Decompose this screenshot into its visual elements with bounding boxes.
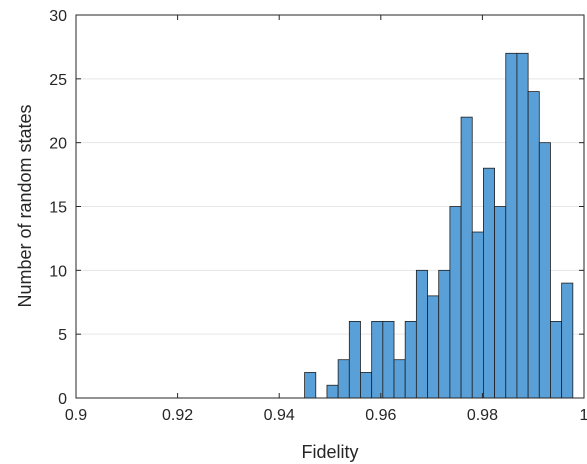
histogram-bar [561,282,574,399]
x-ticks: 0.9 0.92 0.94 0.96 0.98 1 [65,15,587,424]
x-tick-label: 0.9 [65,407,87,424]
histogram-bar [449,206,462,399]
x-tick-label: 0.96 [365,407,396,424]
histogram-bar [538,142,551,399]
y-tick-label: 25 [49,72,67,89]
x-tick-label: 1 [580,407,587,424]
x-axis-title: Fidelity [301,442,358,462]
histogram-bar [427,295,440,399]
histogram-bar [326,384,339,399]
x-tick-label: 0.98 [467,407,498,424]
histogram-bar [438,269,451,399]
histogram-bar [371,320,384,399]
histogram-bar [460,116,473,399]
y-tick-label: 5 [58,327,67,344]
y-axis-title: Number of random states [15,104,35,307]
histogram-bar [404,320,417,399]
x-tick-label: 0.94 [264,407,295,424]
histogram-bar [337,359,350,399]
histogram-bar [516,52,529,399]
x-tick-label: 0.92 [162,407,193,424]
histogram-bar [382,320,395,399]
y-tick-label: 20 [49,136,67,153]
y-tick-label: 0 [58,391,67,408]
y-tick-label: 15 [49,200,67,217]
histogram-bar [393,359,406,399]
y-ticks: 0 5 10 15 20 25 30 [49,8,584,408]
histogram-bar [471,231,484,399]
y-tick-label: 30 [49,8,67,25]
histogram-bar [483,167,495,399]
histogram-bar [360,372,373,399]
y-tick-label: 10 [49,263,67,280]
histogram-bar [304,372,317,399]
histogram-bar [527,91,540,399]
histogram-bar [415,269,428,399]
histogram-bar [348,320,361,399]
bars [304,52,574,399]
histogram-bar [505,52,518,399]
histogram-bar [494,206,507,399]
histogram-bar [550,320,563,399]
